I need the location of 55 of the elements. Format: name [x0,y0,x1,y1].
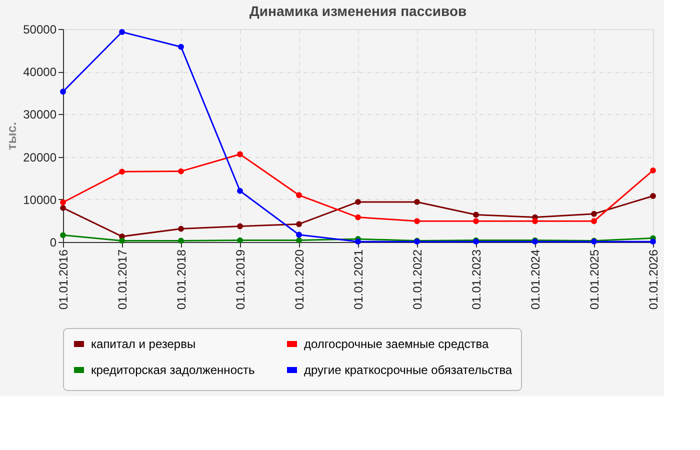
legend-label: кредиторская задолженность [91,363,255,377]
point [178,238,184,244]
point [296,192,302,198]
x-tick-label: 01.01.2017 [116,249,130,310]
x-tick-label: 01.01.2025 [588,249,602,310]
y-tick-label: 0 [50,236,57,250]
x-tick-label: 01.01.2021 [352,249,366,310]
point [591,218,597,224]
point [60,199,66,206]
y-tick-label: 10000 [23,192,57,207]
point [237,151,243,158]
point [296,237,302,244]
y-tick-label: 30000 [23,108,57,122]
point [237,237,243,244]
x-tick-label: 01.01.2019 [234,249,248,310]
x-tick-label: 01.01.2026 [646,249,660,310]
x-tick-label: 01.01.2023 [470,249,484,310]
point [355,238,361,245]
point [473,212,479,218]
point [650,193,656,199]
chart-title: Динамика изменения пассивов [249,3,467,19]
point [60,232,66,238]
x-tick-label: 01.01.2020 [292,249,306,310]
point [178,44,184,50]
point [355,199,361,205]
point [119,168,125,175]
x-tick-label: 01.01.2018 [174,249,188,310]
point [119,29,125,35]
point [591,210,597,217]
legend-label: другие краткосрочные обязательства [304,363,512,377]
point [650,167,656,174]
point [296,232,302,238]
point [414,218,420,224]
point [178,168,184,174]
y-tick-label: 40000 [23,65,57,80]
point [355,214,361,220]
point [237,188,243,194]
point [119,238,125,244]
y-tick-label: 20000 [23,150,57,164]
point [296,221,302,228]
y-axis-title: тыс. [4,122,20,150]
x-tick-label: 01.01.2016 [56,249,70,310]
point [650,238,656,245]
x-tick-label: 01.01.2022 [410,249,424,310]
point [532,218,538,224]
point [60,204,66,211]
point [60,88,66,95]
legend-label: долгосрочные заемные средства [304,337,489,351]
legend-label: капитал и резервы [91,337,196,351]
x-tick-label: 01.01.2024 [528,249,542,310]
point [414,199,420,205]
point [473,218,479,224]
point [237,223,243,230]
point [178,226,184,232]
y-tick-label: 50000 [23,22,57,36]
